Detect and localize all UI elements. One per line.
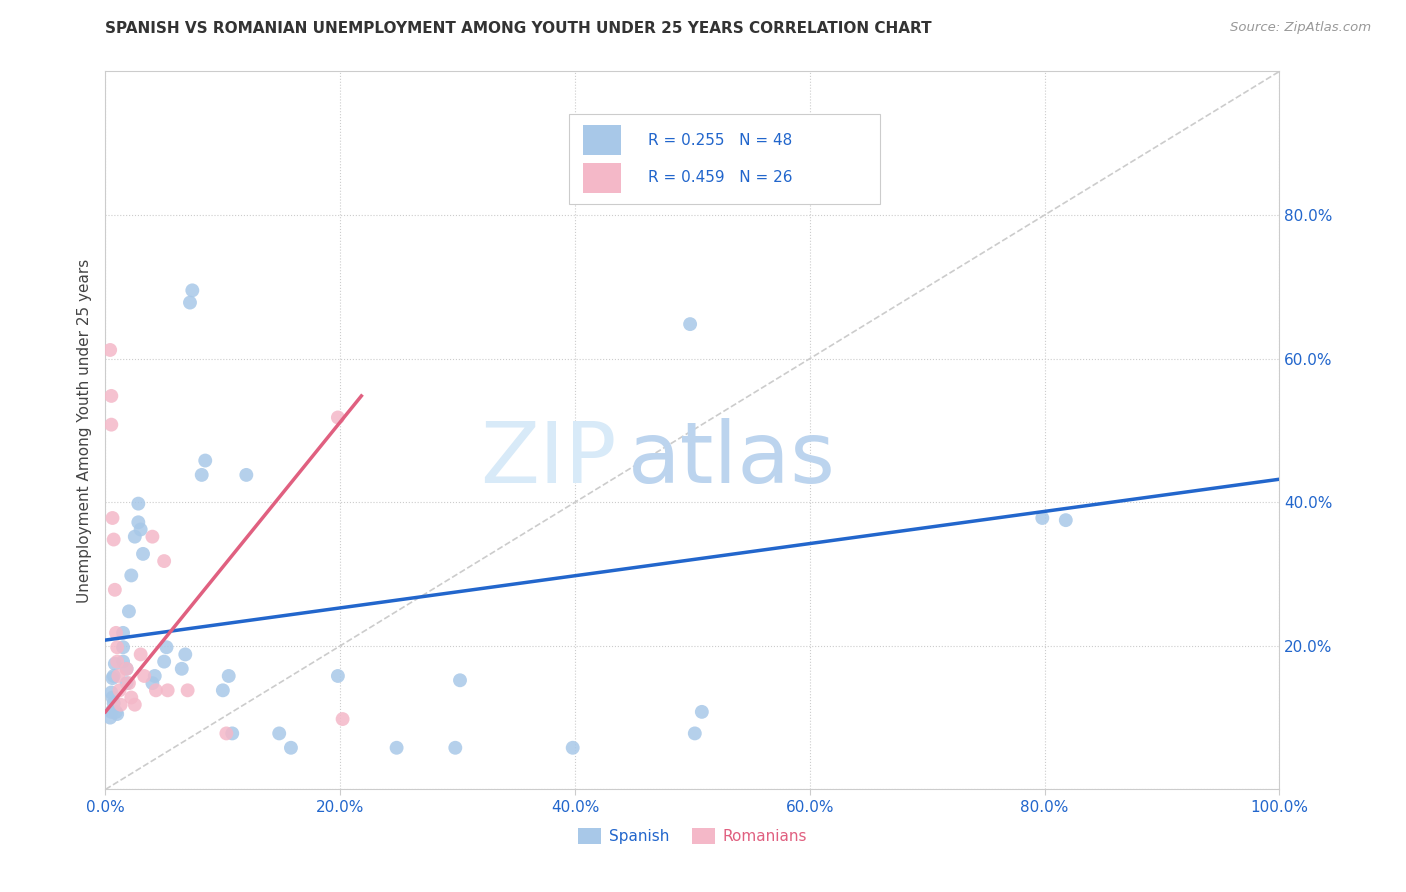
Point <box>105 640 128 655</box>
Text: SPANISH VS ROMANIAN UNEMPLOYMENT AMONG YOUTH UNDER 25 YEARS CORRELATION CHART: SPANISH VS ROMANIAN UNEMPLOYMENT AMONG Y… <box>105 21 932 36</box>
Point <box>124 698 146 712</box>
Point <box>107 669 129 683</box>
Text: ZIP: ZIP <box>479 417 616 500</box>
Point <box>105 626 128 640</box>
Point <box>385 740 408 755</box>
Point <box>103 669 125 683</box>
Point <box>120 568 142 582</box>
Point <box>104 582 127 597</box>
Point <box>141 530 163 544</box>
Legend: Spanish, Romanians: Spanish, Romanians <box>572 822 813 850</box>
Point <box>235 467 257 482</box>
Point <box>101 671 124 685</box>
Point <box>153 655 176 669</box>
Point <box>174 648 197 662</box>
Point <box>104 657 127 671</box>
Point <box>449 673 471 688</box>
Point <box>194 453 217 467</box>
Point <box>156 683 179 698</box>
Point <box>129 648 152 662</box>
Point <box>129 523 152 537</box>
Point <box>110 698 132 712</box>
Text: R = 0.459   N = 26: R = 0.459 N = 26 <box>648 170 793 186</box>
Point <box>101 690 124 705</box>
Point <box>112 626 135 640</box>
Point <box>105 705 128 719</box>
Point <box>332 712 354 726</box>
Point <box>221 726 243 740</box>
Point <box>100 389 122 403</box>
Point <box>115 676 138 690</box>
Point <box>98 710 121 724</box>
Bar <box>583 162 621 193</box>
Point <box>108 683 131 698</box>
Point <box>1054 513 1077 527</box>
Point <box>118 676 141 690</box>
FancyBboxPatch shape <box>569 114 880 204</box>
Point <box>683 726 706 740</box>
Point <box>444 740 467 755</box>
Point <box>105 706 128 721</box>
Point <box>134 669 156 683</box>
Point <box>98 343 121 357</box>
Point <box>269 726 291 740</box>
Text: R = 0.255   N = 48: R = 0.255 N = 48 <box>648 133 792 148</box>
Point <box>280 740 302 755</box>
Point <box>176 683 198 698</box>
Point <box>141 676 163 690</box>
Point <box>218 669 240 683</box>
Point <box>190 467 212 482</box>
Point <box>1031 511 1053 525</box>
Point <box>690 705 713 719</box>
Point <box>115 662 138 676</box>
Point <box>153 554 176 568</box>
Point <box>120 690 142 705</box>
Point <box>103 533 125 547</box>
Point <box>179 295 201 310</box>
Point <box>561 740 583 755</box>
Point <box>181 284 204 298</box>
Point <box>211 683 233 698</box>
Point <box>101 511 124 525</box>
Text: Source: ZipAtlas.com: Source: ZipAtlas.com <box>1230 21 1371 34</box>
Bar <box>583 125 621 155</box>
Point <box>326 669 349 683</box>
Point <box>143 669 166 683</box>
Point <box>100 685 122 699</box>
Point <box>100 705 122 719</box>
Text: atlas: atlas <box>628 417 837 500</box>
Point <box>127 497 149 511</box>
Point <box>112 655 135 669</box>
Y-axis label: Unemployment Among Youth under 25 years: Unemployment Among Youth under 25 years <box>77 259 93 602</box>
Point <box>103 696 125 710</box>
Point <box>105 655 128 669</box>
Point <box>127 516 149 530</box>
Point <box>326 410 349 425</box>
Point <box>155 640 177 655</box>
Point <box>124 530 146 544</box>
Point <box>115 662 138 676</box>
Point <box>100 417 122 432</box>
Point <box>170 662 193 676</box>
Point <box>679 317 702 331</box>
Point <box>132 547 155 561</box>
Point <box>215 726 238 740</box>
Point <box>118 604 141 618</box>
Point <box>145 683 167 698</box>
Point <box>112 640 135 655</box>
